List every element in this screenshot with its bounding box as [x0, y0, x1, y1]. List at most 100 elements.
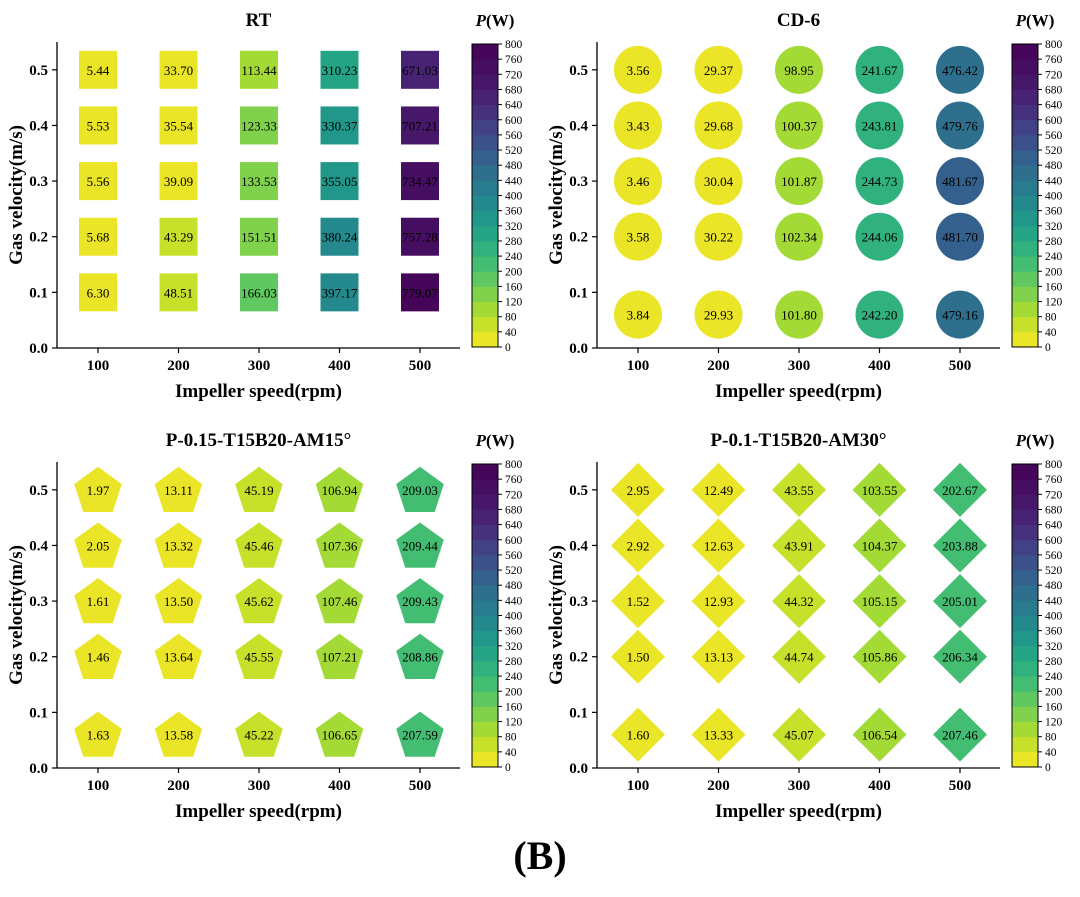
colorbar-cell: [472, 660, 498, 677]
data-marker-pentagon: [315, 578, 364, 624]
data-marker-diamond: [691, 629, 746, 684]
y-tick-label: 0.1: [29, 705, 48, 721]
x-tick-label: 300: [248, 778, 271, 794]
colorbar-tick-label: 160: [505, 281, 523, 293]
colorbar-tick-label: 320: [1045, 641, 1063, 653]
data-marker-circle: [775, 101, 823, 150]
data-value-label: 1.63: [87, 728, 110, 743]
data-marker-diamond: [691, 707, 746, 762]
colorbar-tick-label: 200: [1045, 266, 1063, 278]
colorbar-title: P(W): [1015, 11, 1055, 30]
data-marker-diamond: [852, 629, 907, 684]
colorbar-cell: [1012, 539, 1038, 556]
colorbar-tick-label: 600: [505, 535, 523, 547]
data-value-label: 43.91: [784, 538, 813, 553]
chart-title: CD-6: [777, 10, 820, 31]
data-value-label: 707.21: [402, 118, 438, 133]
data-value-label: 209.44: [402, 538, 438, 553]
data-marker-square: [159, 50, 198, 89]
data-marker-circle: [936, 157, 984, 206]
data-marker-pentagon: [235, 711, 283, 757]
colorbar-tick-label: 240: [1045, 671, 1063, 683]
x-tick-label: 400: [328, 778, 351, 794]
x-axis-label: Impeller speed(rpm): [175, 381, 342, 402]
colorbar-tick-label: 0: [505, 762, 511, 774]
data-marker-pentagon: [74, 522, 122, 568]
data-value-label: 3.46: [627, 174, 650, 189]
data-marker-diamond: [611, 518, 665, 573]
colorbar-tick-label: 760: [505, 54, 523, 66]
data-marker-square: [240, 217, 278, 256]
colorbar-tick-label: 720: [1045, 69, 1063, 81]
x-tick-label: 400: [328, 358, 351, 374]
colorbar-title: P(W): [475, 11, 515, 30]
colorbar-cell: [1012, 464, 1038, 480]
data-value-label: 106.54: [862, 728, 898, 743]
data-marker-circle: [694, 45, 743, 94]
data-marker-diamond: [611, 707, 665, 762]
colorbar-tick-label: 160: [505, 701, 523, 713]
data-marker-square: [401, 217, 439, 256]
colorbar-title-unit: (W): [486, 11, 514, 30]
data-marker-pentagon: [396, 633, 444, 679]
data-marker-square: [401, 162, 439, 201]
colorbar-cell: [1012, 165, 1038, 181]
data-marker-square: [320, 162, 359, 201]
data-marker-circle: [936, 45, 984, 94]
data-marker-pentagon: [235, 578, 283, 624]
colorbar-cell: [1012, 585, 1038, 601]
colorbar-tick-label: 120: [1045, 297, 1063, 309]
data-marker-diamond: [933, 574, 987, 629]
data-value-label: 476.42: [942, 63, 978, 78]
y-tick-label: 0.0: [29, 761, 48, 777]
y-tick-label: 0.4: [569, 538, 588, 554]
colorbar-cell: [1012, 316, 1038, 333]
y-tick-label: 0.2: [29, 230, 48, 246]
y-tick-label: 0.1: [569, 285, 588, 301]
colorbar-cell: [472, 751, 498, 768]
data-marker-circle: [775, 212, 823, 261]
y-tick-label: 0.4: [29, 118, 48, 134]
data-value-label: 43.29: [164, 230, 193, 245]
data-marker-diamond: [772, 707, 826, 762]
colorbar-cell: [1012, 509, 1038, 525]
data-marker-circle: [614, 101, 662, 150]
data-value-label: 208.86: [402, 650, 438, 665]
y-tick-label: 0.4: [29, 538, 48, 554]
data-value-label: 310.23: [322, 63, 358, 78]
data-value-label: 101.80: [781, 308, 817, 323]
colorbar-tick-label: 400: [1045, 191, 1063, 203]
colorbar-tick-label: 800: [505, 459, 523, 471]
data-value-label: 244.06: [862, 230, 898, 245]
colorbar-title-variable: P: [1015, 11, 1027, 30]
colorbar-tick-label: 0: [505, 342, 511, 354]
data-value-label: 243.81: [862, 118, 898, 133]
colorbar-tick-label: 560: [505, 130, 523, 142]
data-marker-diamond: [772, 629, 826, 684]
x-tick-label: 100: [87, 358, 110, 374]
data-value-label: 29.93: [704, 308, 733, 323]
y-tick-label: 0.5: [569, 63, 588, 79]
colorbar-cell: [472, 210, 498, 227]
data-marker-circle: [614, 157, 662, 206]
data-marker-circle: [936, 101, 984, 150]
colorbar-tick-label: 120: [505, 297, 523, 309]
data-value-label: 479.76: [942, 118, 978, 133]
colorbar-cell: [1012, 736, 1038, 753]
data-marker-pentagon: [154, 711, 203, 757]
colorbar-tick-label: 520: [505, 145, 523, 157]
x-axis-label: Impeller speed(rpm): [175, 801, 342, 822]
colorbar-tick-label: 480: [1045, 160, 1063, 172]
colorbar-cell: [472, 509, 498, 525]
data-value-label: 13.11: [164, 483, 193, 498]
x-tick-label: 100: [87, 778, 110, 794]
colorbar-cell: [1012, 615, 1038, 632]
data-value-label: 3.84: [627, 308, 650, 323]
colorbar-cell: [472, 286, 498, 302]
colorbar-tick-label: 600: [505, 115, 523, 127]
colorbar-tick-label: 320: [1045, 221, 1063, 233]
colorbar-tick-label: 80: [1045, 312, 1057, 324]
colorbar-tick-label: 760: [505, 474, 523, 486]
data-value-label: 5.53: [87, 118, 110, 133]
data-value-label: 481.70: [942, 230, 978, 245]
